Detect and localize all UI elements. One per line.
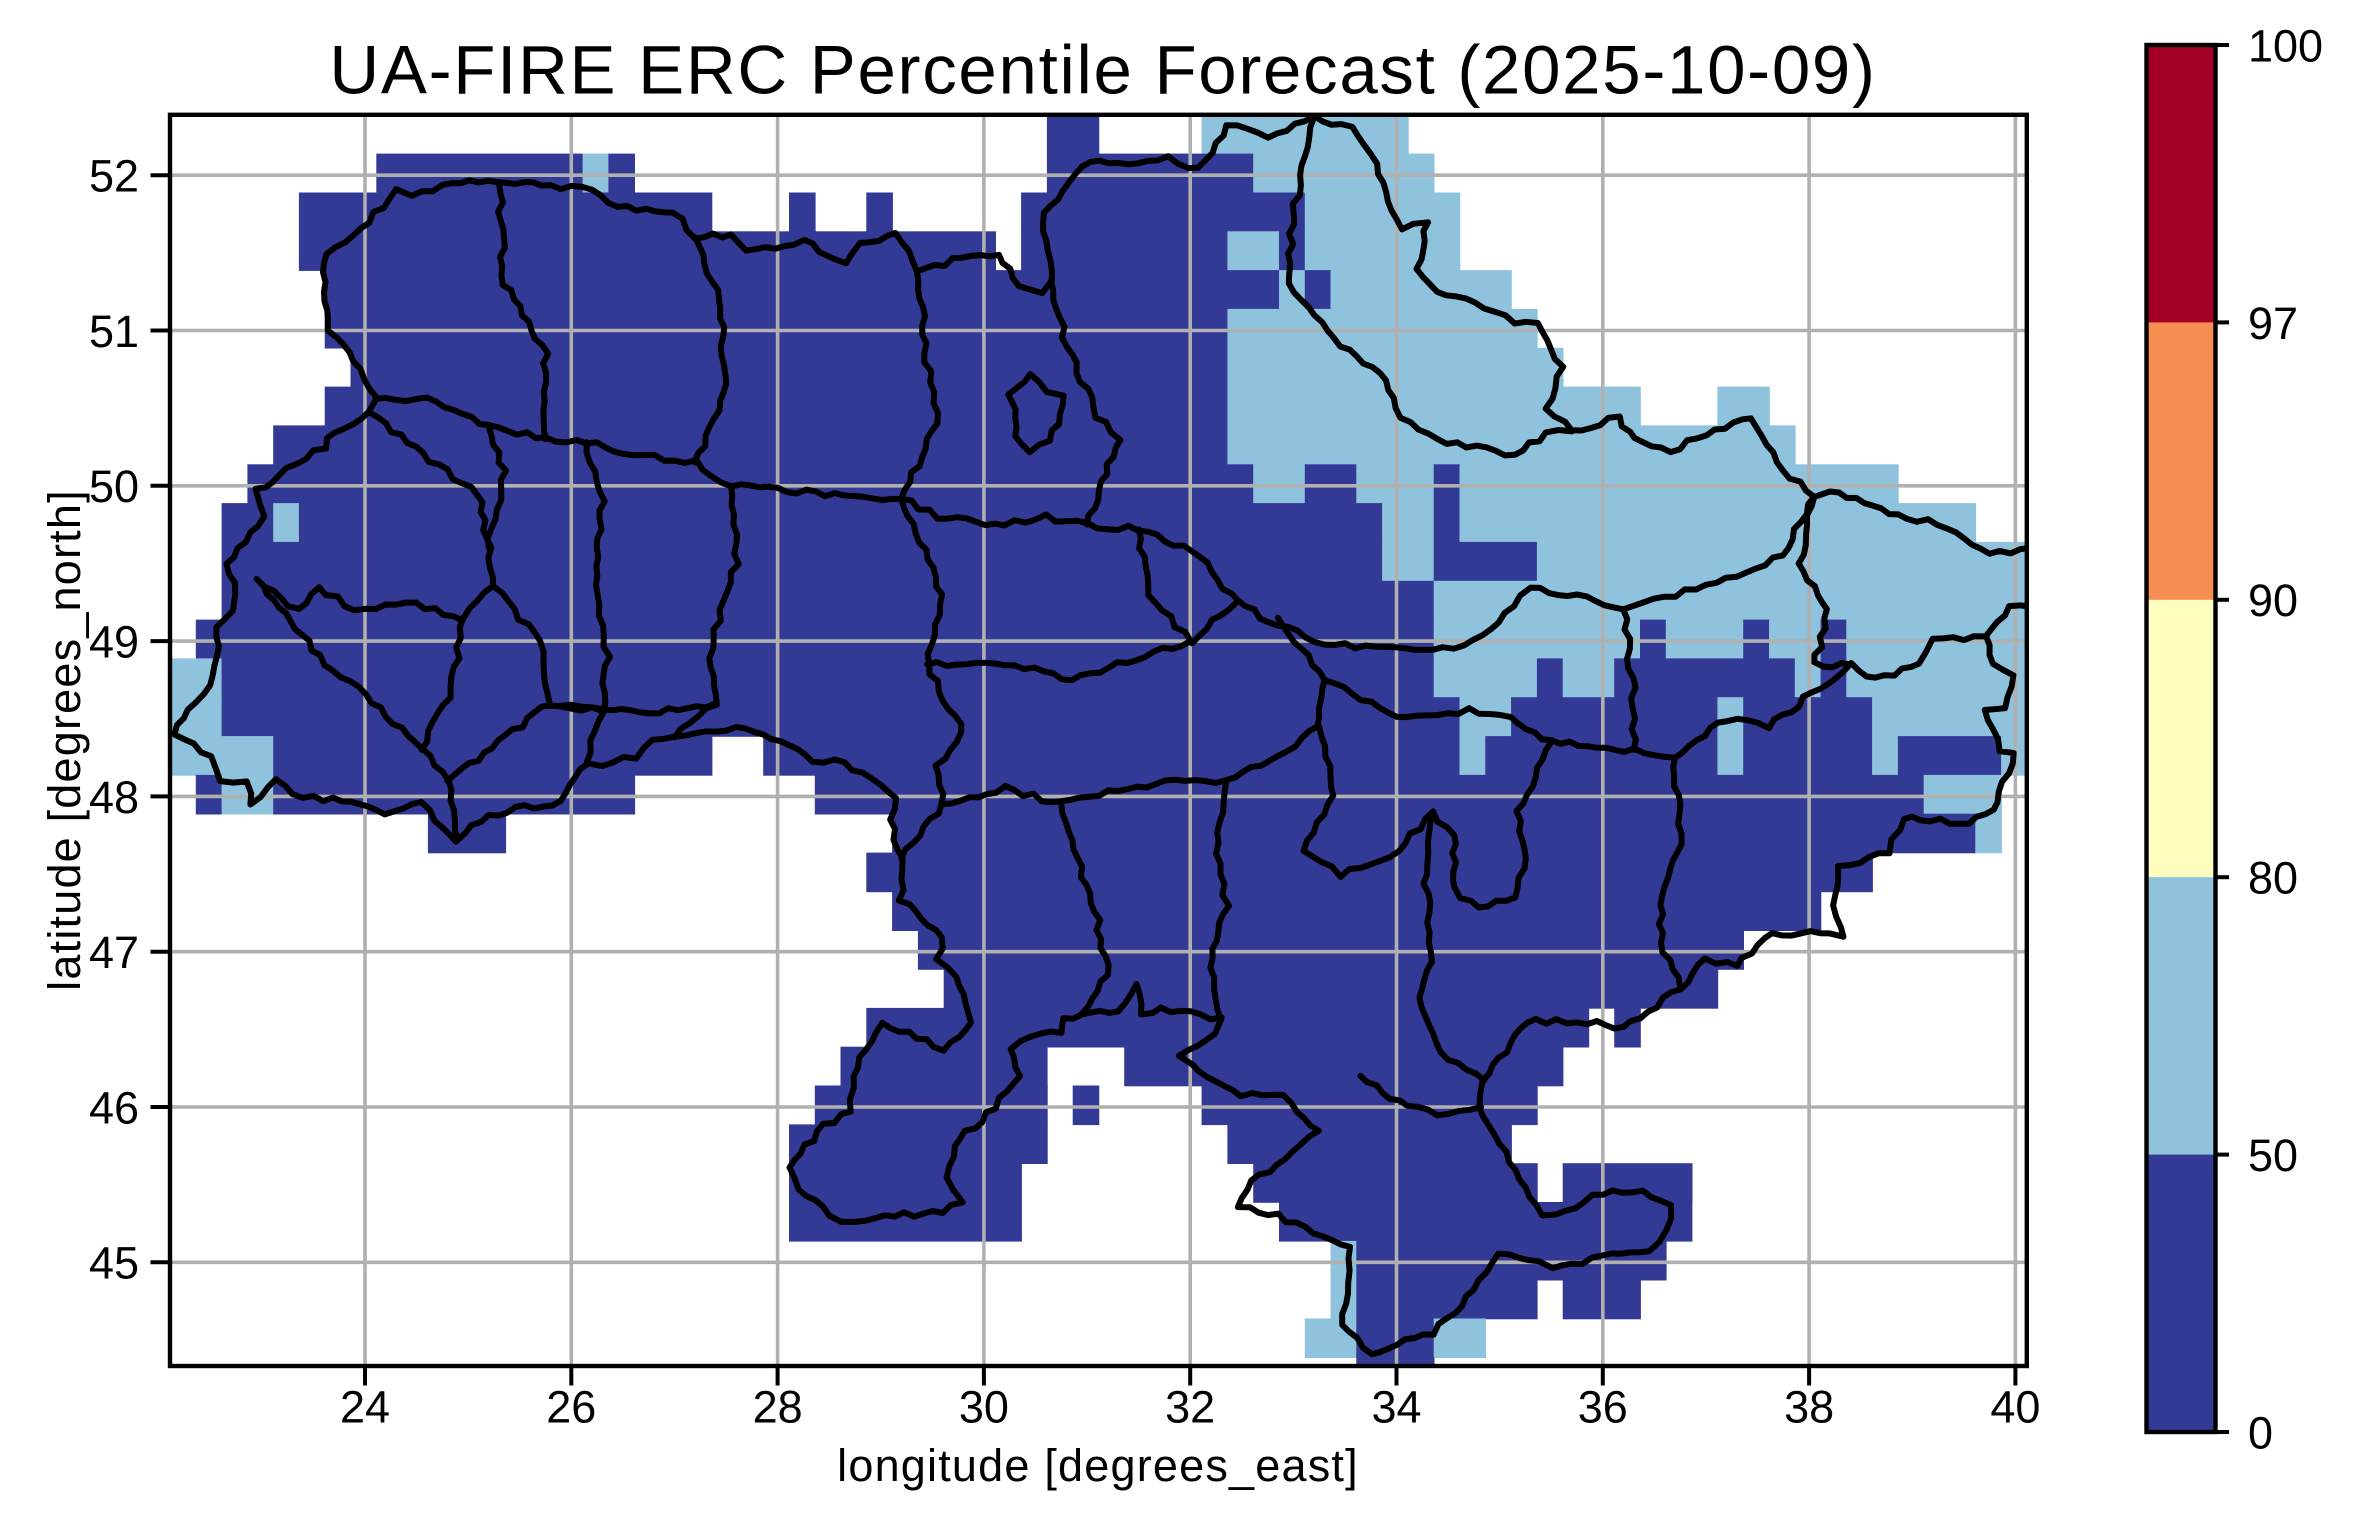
svg-text:38: 38	[1784, 1382, 1834, 1433]
svg-text:80: 80	[2248, 853, 2298, 904]
svg-text:40: 40	[1990, 1382, 2040, 1433]
svg-text:UA-FIRE ERC Percentile Forecas: UA-FIRE ERC Percentile Forecast (2025-10…	[329, 32, 1876, 109]
svg-text:46: 46	[89, 1082, 139, 1133]
svg-text:28: 28	[753, 1382, 803, 1433]
svg-text:longitude [degrees_east]: longitude [degrees_east]	[837, 1440, 1359, 1491]
svg-text:49: 49	[89, 617, 139, 668]
svg-text:50: 50	[2248, 1130, 2298, 1181]
svg-text:97: 97	[2248, 298, 2298, 349]
svg-text:32: 32	[1165, 1382, 1215, 1433]
svg-text:30: 30	[959, 1382, 1009, 1433]
svg-text:52: 52	[89, 151, 139, 202]
svg-text:100: 100	[2248, 20, 2323, 71]
svg-text:51: 51	[89, 306, 139, 357]
svg-text:34: 34	[1371, 1382, 1421, 1433]
svg-text:90: 90	[2248, 575, 2298, 626]
svg-text:36: 36	[1578, 1382, 1628, 1433]
svg-text:50: 50	[89, 461, 139, 512]
svg-text:latitude [degrees_north]: latitude [degrees_north]	[39, 489, 90, 991]
svg-text:26: 26	[546, 1382, 596, 1433]
svg-text:24: 24	[340, 1382, 390, 1433]
svg-text:47: 47	[89, 927, 139, 978]
svg-text:0: 0	[2248, 1407, 2273, 1458]
svg-text:48: 48	[89, 772, 139, 823]
svg-text:45: 45	[89, 1238, 139, 1289]
